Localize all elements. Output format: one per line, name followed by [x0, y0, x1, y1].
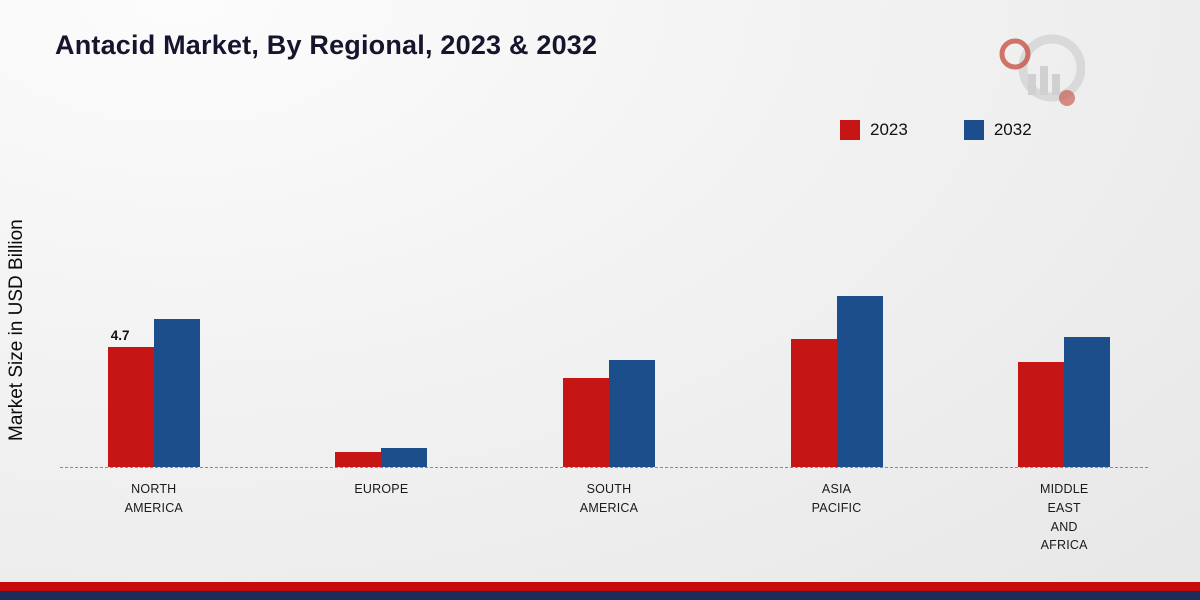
chart-title: Antacid Market, By Regional, 2023 & 2032 [55, 30, 598, 60]
bar-2032 [1064, 337, 1111, 467]
category-label: MIDDLE EAST AND AFRICA [1039, 482, 1089, 553]
chart-legend: 2023 2032 [840, 120, 1032, 140]
bar-pair [335, 150, 428, 467]
bar-2023 [335, 452, 382, 467]
category-label: ASIA PACIFIC [811, 482, 862, 515]
footer-navy-band [0, 591, 1200, 600]
plot-area: 4.7 NORTH AMERICA EUROPE SOUTH AMERICA ASIA … [40, 150, 1178, 555]
legend-swatch-2032 [963, 120, 984, 140]
bar-2032 [381, 448, 428, 467]
legend-item-2032: 2032 [963, 120, 1032, 140]
bar-pair [562, 150, 655, 467]
bar-group: EUROPE [268, 150, 496, 555]
bar-2023 [1018, 362, 1065, 467]
bar-pair [1018, 150, 1111, 467]
bar-wrap [1064, 337, 1111, 467]
bar-wrap [153, 319, 200, 467]
bar-wrap [562, 378, 609, 467]
bar-pair [790, 150, 883, 467]
y-axis-label: Market Size in USD Billion [6, 219, 27, 441]
category-label: EUROPE [354, 482, 409, 496]
logo-ring [1018, 34, 1085, 102]
logo-bar-1 [1028, 74, 1036, 95]
bar-groups: 4.7 NORTH AMERICA EUROPE SOUTH AMERICA ASIA … [40, 150, 1178, 555]
data-label: 4.7 [110, 328, 130, 343]
bar-group: 4.7 NORTH AMERICA [40, 150, 268, 555]
bar-wrap [381, 448, 428, 467]
bar-wrap: 4.7 [107, 328, 154, 467]
bar-2032 [608, 360, 655, 467]
bar-2023 [790, 339, 837, 467]
bar-group: ASIA PACIFIC [723, 150, 951, 555]
footer-red-band [0, 582, 1200, 591]
x-axis-line [60, 467, 1148, 468]
bar-2023 [562, 378, 609, 467]
bar-wrap [335, 452, 382, 467]
legend-label-2032: 2032 [993, 120, 1032, 139]
bar-wrap [1018, 362, 1065, 467]
logo-bar-2 [1040, 66, 1048, 95]
category-label: NORTH AMERICA [124, 482, 183, 515]
market-research-logo [999, 34, 1085, 106]
logo-dot [1059, 90, 1075, 106]
bar-wrap [836, 296, 883, 467]
bar-group: MIDDLE EAST AND AFRICA [950, 150, 1178, 555]
logo-bar-3 [1052, 74, 1060, 95]
bar-group: SOUTH AMERICA [495, 150, 723, 555]
category-label: SOUTH AMERICA [579, 482, 639, 515]
bar-2023 [107, 347, 154, 467]
bar-pair: 4.7 [107, 150, 200, 467]
bar-2032 [153, 319, 200, 467]
bar-wrap [790, 339, 837, 467]
logo-magnifier-icon [999, 38, 1031, 70]
bar-wrap [608, 360, 655, 467]
bar-2032 [836, 296, 883, 467]
legend-label-2023: 2023 [870, 120, 908, 139]
legend-item-2023: 2023 [840, 120, 908, 140]
legend-swatch-2023 [840, 120, 860, 140]
